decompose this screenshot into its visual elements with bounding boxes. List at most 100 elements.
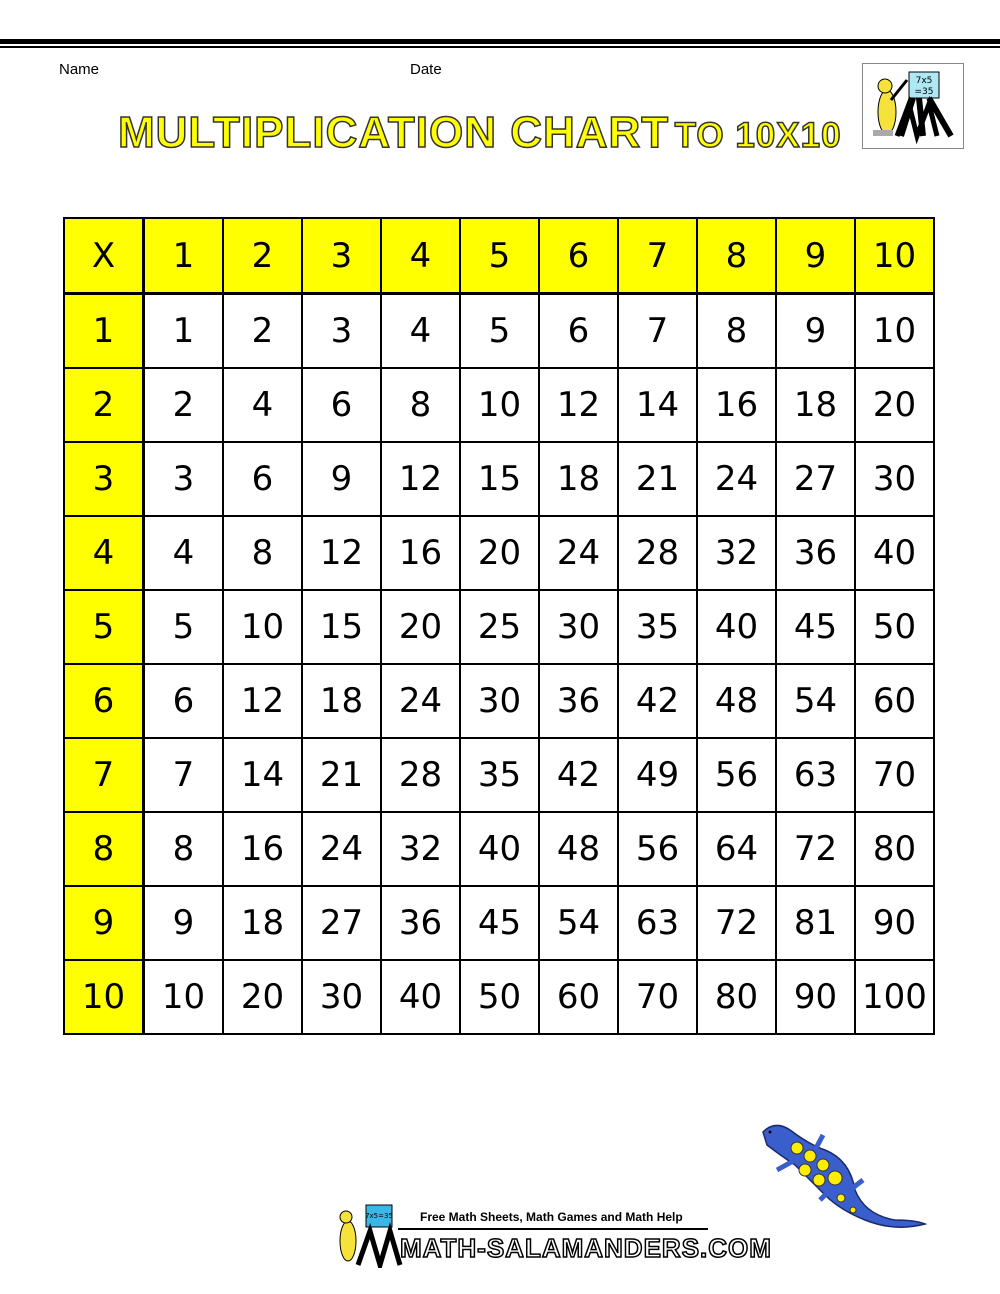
product-cell: 80 [854,811,935,887]
svg-text:7x5: 7x5 [916,76,933,86]
product-cell: 54 [775,663,856,739]
table-row: 8 8 16 24 32 40 48 56 64 72 80 [63,811,935,887]
product-cell: 40 [854,515,935,591]
product-cell: 48 [696,663,777,739]
product-cell: 10 [142,959,224,1035]
product-cell: 2 [142,367,224,443]
product-cell: 35 [459,737,540,813]
row-header: 4 [63,515,145,591]
svg-text:=35: =35 [915,87,934,97]
footer-logo-mascot: 7x5=35 [328,1203,403,1274]
salamander-teacher-logo: 7x5 =35 [862,63,964,149]
product-cell: 56 [696,737,777,813]
product-cell: 70 [854,737,935,813]
product-cell: 72 [696,885,777,961]
product-cell: 6 [301,367,382,443]
product-cell: 24 [696,441,777,517]
product-cell: 18 [538,441,619,517]
product-cell: 24 [380,663,461,739]
product-cell: 7 [617,292,698,369]
product-cell: 20 [222,959,303,1035]
product-cell: 9 [142,885,224,961]
product-cell: 9 [301,441,382,517]
product-cell: 4 [380,292,461,369]
product-cell: 5 [459,292,540,369]
product-cell: 36 [538,663,619,739]
product-cell: 90 [775,959,856,1035]
table-row: 1 1 2 3 4 5 6 7 8 9 10 [63,292,935,369]
product-cell: 10 [854,292,935,369]
salamander-illustration [755,1120,930,1239]
product-cell: 25 [459,589,540,665]
table-row: 9 9 18 27 36 45 54 63 72 81 90 [63,885,935,961]
product-cell: 12 [538,367,619,443]
product-cell: 18 [301,663,382,739]
column-header: 9 [775,217,856,295]
table-row: 2 2 4 6 8 10 12 14 16 18 20 [63,367,935,443]
product-cell: 4 [222,367,303,443]
column-header: 10 [854,217,935,295]
column-header: 2 [222,217,303,295]
date-label: Date [410,61,442,78]
product-cell: 21 [301,737,382,813]
product-cell: 27 [775,441,856,517]
product-cell: 72 [775,811,856,887]
product-cell: 14 [222,737,303,813]
product-cell: 7 [142,737,224,813]
product-cell: 54 [538,885,619,961]
product-cell: 9 [775,292,856,369]
column-header: 4 [380,217,461,295]
column-header: 7 [617,217,698,295]
row-header: 7 [63,737,145,813]
product-cell: 30 [459,663,540,739]
product-cell: 56 [617,811,698,887]
product-cell: 12 [222,663,303,739]
product-cell: 28 [380,737,461,813]
product-cell: 40 [696,589,777,665]
product-cell: 24 [538,515,619,591]
product-cell: 8 [222,515,303,591]
multiplication-table: X 1 2 3 4 5 6 7 8 9 10 1 1 2 3 4 5 6 7 8 9 10 2 2 4 6 8 10 12 14 16 18 2… [63,217,935,1035]
top-rule-thin [0,46,1000,48]
product-cell: 16 [380,515,461,591]
column-header: 8 [696,217,777,295]
row-header: 1 [63,292,145,369]
product-cell: 21 [617,441,698,517]
row-header: 5 [63,589,145,665]
row-header: 10 [63,959,145,1035]
product-cell: 20 [380,589,461,665]
product-cell: 16 [696,367,777,443]
product-cell: 35 [617,589,698,665]
product-cell: 8 [142,811,224,887]
product-cell: 5 [142,589,224,665]
product-cell: 36 [380,885,461,961]
row-header: 2 [63,367,145,443]
title-suffix: TO 10X10 [674,115,842,156]
table-row: 5 5 10 15 20 25 30 35 40 45 50 [63,589,935,665]
row-header: 9 [63,885,145,961]
page-title: MULTIPLICATION CHART TO 10X10 [117,107,842,158]
product-cell: 63 [617,885,698,961]
footer-site-link[interactable]: MATH-SALAMANDERS.COM [399,1232,772,1264]
product-cell: 30 [301,959,382,1035]
product-cell: 8 [380,367,461,443]
product-cell: 10 [222,589,303,665]
product-cell: 15 [301,589,382,665]
product-cell: 18 [775,367,856,443]
top-rule [0,39,1000,44]
name-label: Name [59,61,100,78]
product-cell: 80 [696,959,777,1035]
row-header: 8 [63,811,145,887]
header-row: X 1 2 3 4 5 6 7 8 9 10 [63,217,935,295]
product-cell: 42 [617,663,698,739]
column-header: 6 [538,217,619,295]
product-cell: 20 [854,367,935,443]
column-header: 5 [459,217,540,295]
product-cell: 49 [617,737,698,813]
product-cell: 70 [617,959,698,1035]
product-cell: 28 [617,515,698,591]
product-cell: 64 [696,811,777,887]
product-cell: 6 [538,292,619,369]
product-cell: 30 [854,441,935,517]
